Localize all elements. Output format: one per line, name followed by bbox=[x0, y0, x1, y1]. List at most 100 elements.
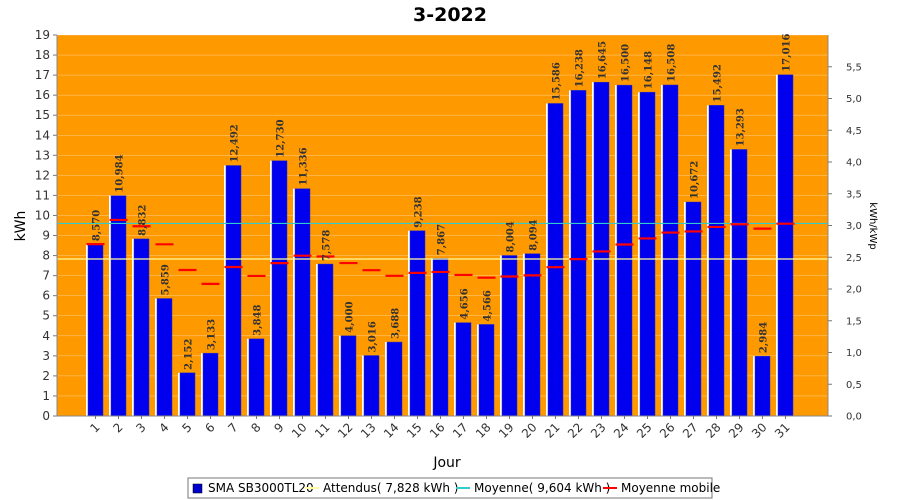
data-label: 3,133 bbox=[207, 319, 218, 350]
bar bbox=[685, 201, 702, 417]
x-tick-label: 15 bbox=[404, 420, 425, 441]
data-label: 12,730 bbox=[276, 119, 287, 157]
data-label: 2,984 bbox=[759, 322, 770, 353]
y-tick-label: 2 bbox=[42, 369, 50, 383]
y-axis-label: kWh bbox=[13, 211, 29, 242]
x-tick-label: 18 bbox=[473, 420, 494, 441]
bar bbox=[340, 335, 357, 417]
y-tick-label: 14 bbox=[35, 128, 50, 142]
legend-label: Moyenne( 9,604 kWh ) bbox=[474, 481, 610, 495]
data-label: 16,500 bbox=[621, 44, 632, 82]
x-tick-label: 6 bbox=[202, 420, 217, 435]
data-label: 3,016 bbox=[368, 321, 379, 352]
bar bbox=[225, 165, 242, 417]
bar bbox=[731, 149, 748, 417]
x-tick-label: 25 bbox=[634, 420, 655, 441]
x-tick-label: 30 bbox=[749, 420, 770, 441]
x-tick-label: 5 bbox=[179, 420, 194, 435]
data-label: 16,238 bbox=[575, 49, 586, 87]
data-label: 11,336 bbox=[299, 147, 310, 185]
x-tick-label: 24 bbox=[611, 420, 632, 441]
data-label: 7,578 bbox=[322, 230, 333, 261]
data-label: 7,867 bbox=[437, 224, 448, 255]
y2-tick-label: 3,5 bbox=[846, 189, 862, 200]
x-tick-label: 27 bbox=[680, 420, 701, 441]
y-tick-label: 13 bbox=[35, 148, 50, 162]
legend-label: Moyenne mobile bbox=[621, 481, 720, 495]
y2-tick-label: 0,0 bbox=[846, 412, 862, 423]
bar bbox=[432, 257, 449, 417]
data-label: 15,492 bbox=[713, 64, 724, 102]
data-label: 13,293 bbox=[736, 108, 747, 146]
data-label: 3,848 bbox=[253, 304, 264, 335]
y-tick-label: 11 bbox=[35, 188, 50, 202]
y2-tick-label: 1,5 bbox=[846, 316, 862, 327]
y-tick-label: 16 bbox=[35, 88, 50, 102]
y-tick-label: 10 bbox=[35, 208, 50, 222]
x-tick-label: 19 bbox=[496, 420, 517, 441]
x-tick-label: 11 bbox=[312, 420, 333, 441]
x-tick-label: 2 bbox=[110, 420, 125, 435]
bar bbox=[386, 341, 403, 417]
data-label: 2,152 bbox=[184, 338, 195, 369]
x-tick-label: 22 bbox=[565, 420, 586, 441]
x-tick-label: 17 bbox=[450, 420, 471, 441]
bar bbox=[593, 81, 610, 417]
bar bbox=[248, 338, 265, 417]
chart-title: 3-2022 bbox=[413, 4, 487, 26]
data-label: 4,656 bbox=[460, 288, 471, 319]
data-label: 16,645 bbox=[598, 41, 609, 79]
y2-tick-label: 2,5 bbox=[846, 253, 862, 264]
bar bbox=[478, 324, 495, 417]
legend: SMA SB3000TL20 Attendus( 7,828 kWh ) Moyen… bbox=[187, 477, 720, 499]
y-tick-label: 17 bbox=[35, 68, 50, 82]
y-tick-label: 0 bbox=[42, 409, 50, 423]
data-label: 17,016 bbox=[782, 33, 793, 71]
x-axis-label: Jour bbox=[432, 455, 461, 471]
bar bbox=[179, 372, 196, 417]
x-tick-label: 23 bbox=[588, 420, 609, 441]
bar bbox=[754, 355, 771, 417]
x-tick-label: 12 bbox=[335, 420, 356, 441]
x-tick-label: 3 bbox=[133, 420, 148, 435]
x-tick-label: 1 bbox=[87, 420, 102, 435]
bar bbox=[202, 352, 219, 417]
bar bbox=[639, 91, 656, 417]
data-label: 8,094 bbox=[529, 219, 540, 250]
x-tick-label: 14 bbox=[381, 420, 402, 441]
x-tick-label: 16 bbox=[427, 420, 448, 441]
y2-tick-label: 5,5 bbox=[846, 62, 862, 73]
x-tick-label: 13 bbox=[358, 420, 379, 441]
data-label: 8,570 bbox=[92, 210, 103, 241]
data-label: 12,492 bbox=[230, 124, 241, 162]
legend-label: Attendus( 7,828 kWh ) bbox=[323, 481, 458, 495]
x-tick-label: 31 bbox=[772, 420, 793, 441]
x-tick-label: 10 bbox=[289, 420, 310, 441]
x-tick-label: 21 bbox=[542, 420, 563, 441]
x-tick-label: 8 bbox=[248, 420, 263, 435]
x-tick-label: 29 bbox=[726, 420, 747, 441]
y-tick-label: 6 bbox=[42, 289, 50, 303]
bar bbox=[271, 160, 288, 417]
bar bbox=[616, 84, 633, 417]
bar bbox=[708, 105, 725, 417]
y-tick-label: 7 bbox=[42, 269, 50, 283]
y-tick-label: 1 bbox=[42, 389, 50, 403]
data-label: 8,832 bbox=[138, 205, 149, 236]
data-label: 10,984 bbox=[115, 154, 126, 192]
data-label: 16,508 bbox=[667, 44, 678, 82]
bar bbox=[363, 355, 380, 417]
y2-tick-label: 4,5 bbox=[846, 126, 862, 137]
data-label: 8,004 bbox=[506, 221, 517, 252]
data-label: 3,688 bbox=[391, 308, 402, 339]
bar bbox=[455, 322, 472, 417]
y2-tick-label: 4,0 bbox=[846, 158, 862, 169]
x-tick-label: 9 bbox=[271, 420, 286, 435]
y2-tick-label: 1,0 bbox=[846, 348, 862, 359]
bar bbox=[662, 84, 679, 417]
y-tick-label: 3 bbox=[42, 349, 50, 363]
bar bbox=[570, 90, 587, 417]
bar bbox=[156, 298, 173, 417]
bar bbox=[547, 103, 564, 417]
